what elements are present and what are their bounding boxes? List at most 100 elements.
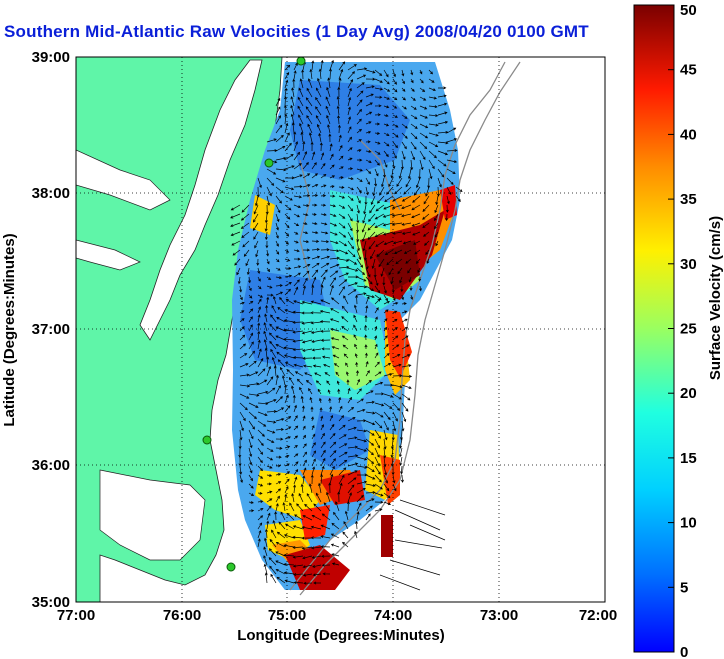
velocity-arrow [374,343,378,350]
velocity-arrow [266,420,277,424]
radar-station [226,562,236,572]
velocity-arrow [392,353,401,359]
colorbar-tick: 30 [680,256,697,273]
velocity-arrow [437,111,448,116]
velocity-arrow [383,372,393,377]
velocity-arrow [329,204,337,208]
velocity-arrow [311,546,322,550]
velocity-arrow [248,402,259,408]
velocity-arrow [401,78,405,85]
velocity-arrow [275,472,282,476]
velocity-arrow [302,451,308,458]
velocity-arrow [257,500,264,504]
velocity-arrow [338,176,344,180]
velocity-arrow [399,465,403,475]
velocity-arrow [302,184,311,188]
velocity-arrow [401,374,413,378]
velocity-arrow [347,416,356,422]
velocity-arrow [310,406,314,412]
velocity-arrow [386,186,394,195]
velocity-arrow [284,485,289,494]
velocity-arrow [337,388,341,395]
velocity-arrow [320,213,327,217]
colorbar-tick: 50 [680,2,697,19]
velocity-arrow [254,195,259,207]
velocity-arrow [283,319,295,323]
velocity-arrow [437,168,445,178]
velocity-arrow [266,258,270,265]
velocity-arrow [374,285,381,294]
velocity-arrow [383,285,387,294]
velocity-arrow [347,477,357,485]
velocity-arrow [411,222,421,227]
velocity-arrow [302,173,311,179]
colorbar-label: Surface Velocity (cm/s) [707,216,724,380]
velocity-arrow [321,563,331,567]
velocity-arrow [256,186,260,198]
velocity-arrow [428,123,439,127]
velocity-arrow [365,465,375,473]
velocity-arrow [356,292,367,296]
velocity-arrow [320,299,331,305]
velocity-arrow [266,285,273,289]
velocity-arrow [302,564,313,569]
velocity-arrow [401,141,407,150]
y-tick: 35:00 [32,594,70,611]
velocity-arrow [302,256,311,260]
velocity-arrow [356,378,360,386]
velocity-arrow [318,132,322,143]
velocity-arrow [257,508,264,512]
velocity-arrow [241,204,250,213]
velocity-arrow [320,231,329,235]
velocity-arrow [330,533,340,539]
velocity-arrow [302,204,310,208]
river-inlet [76,149,171,211]
velocity-arrow [365,150,372,154]
velocity-arrow [364,314,368,322]
velocity-arrow [239,310,245,314]
velocity-arrow [239,474,244,484]
velocity-arrow [365,420,376,426]
velocity-arrow [275,446,283,450]
velocity-arrow [363,204,367,215]
velocity-arrow [356,502,362,512]
velocity-arrow [297,96,304,107]
velocity-arrow [256,258,260,266]
velocity-arrow [320,173,327,179]
velocity-arrow [315,492,322,503]
velocity-arrow [374,492,384,497]
velocity-arrow [374,483,383,490]
velocity-arrow [230,213,241,219]
velocity-arrow [266,465,273,469]
velocity-arrow [263,546,268,557]
velocity-arrow [310,141,314,152]
velocity-arrow [329,270,339,278]
velocity-arrow [293,141,299,152]
velocity-arrow [347,426,357,431]
velocity-arrow [266,512,271,521]
velocity-arrow [329,318,340,323]
velocity-arrow [311,339,322,344]
velocity-arrow [276,317,286,323]
velocity-arrow [374,316,378,323]
velocity-arrow [284,405,291,413]
velocity-arrow [275,488,282,494]
velocity-arrow [338,405,343,413]
velocity-arrow [289,376,295,386]
velocity-arrow [239,294,243,301]
velocity-arrow [237,276,241,285]
velocity-arrow [266,195,271,206]
velocity-arrow [345,362,349,368]
velocity-arrow [417,267,421,274]
velocity-arrow [310,330,322,335]
velocity-arrow [245,258,250,267]
velocity-arrow [315,380,322,386]
velocity-arrow [240,222,250,229]
velocity-arrow [239,384,251,388]
velocity-arrow [399,276,403,284]
velocity-arrow [374,361,380,368]
velocity-arrow [301,405,305,413]
velocity-arrow [275,124,283,134]
velocity-arrow [327,124,331,134]
velocity-arrow [401,384,412,389]
